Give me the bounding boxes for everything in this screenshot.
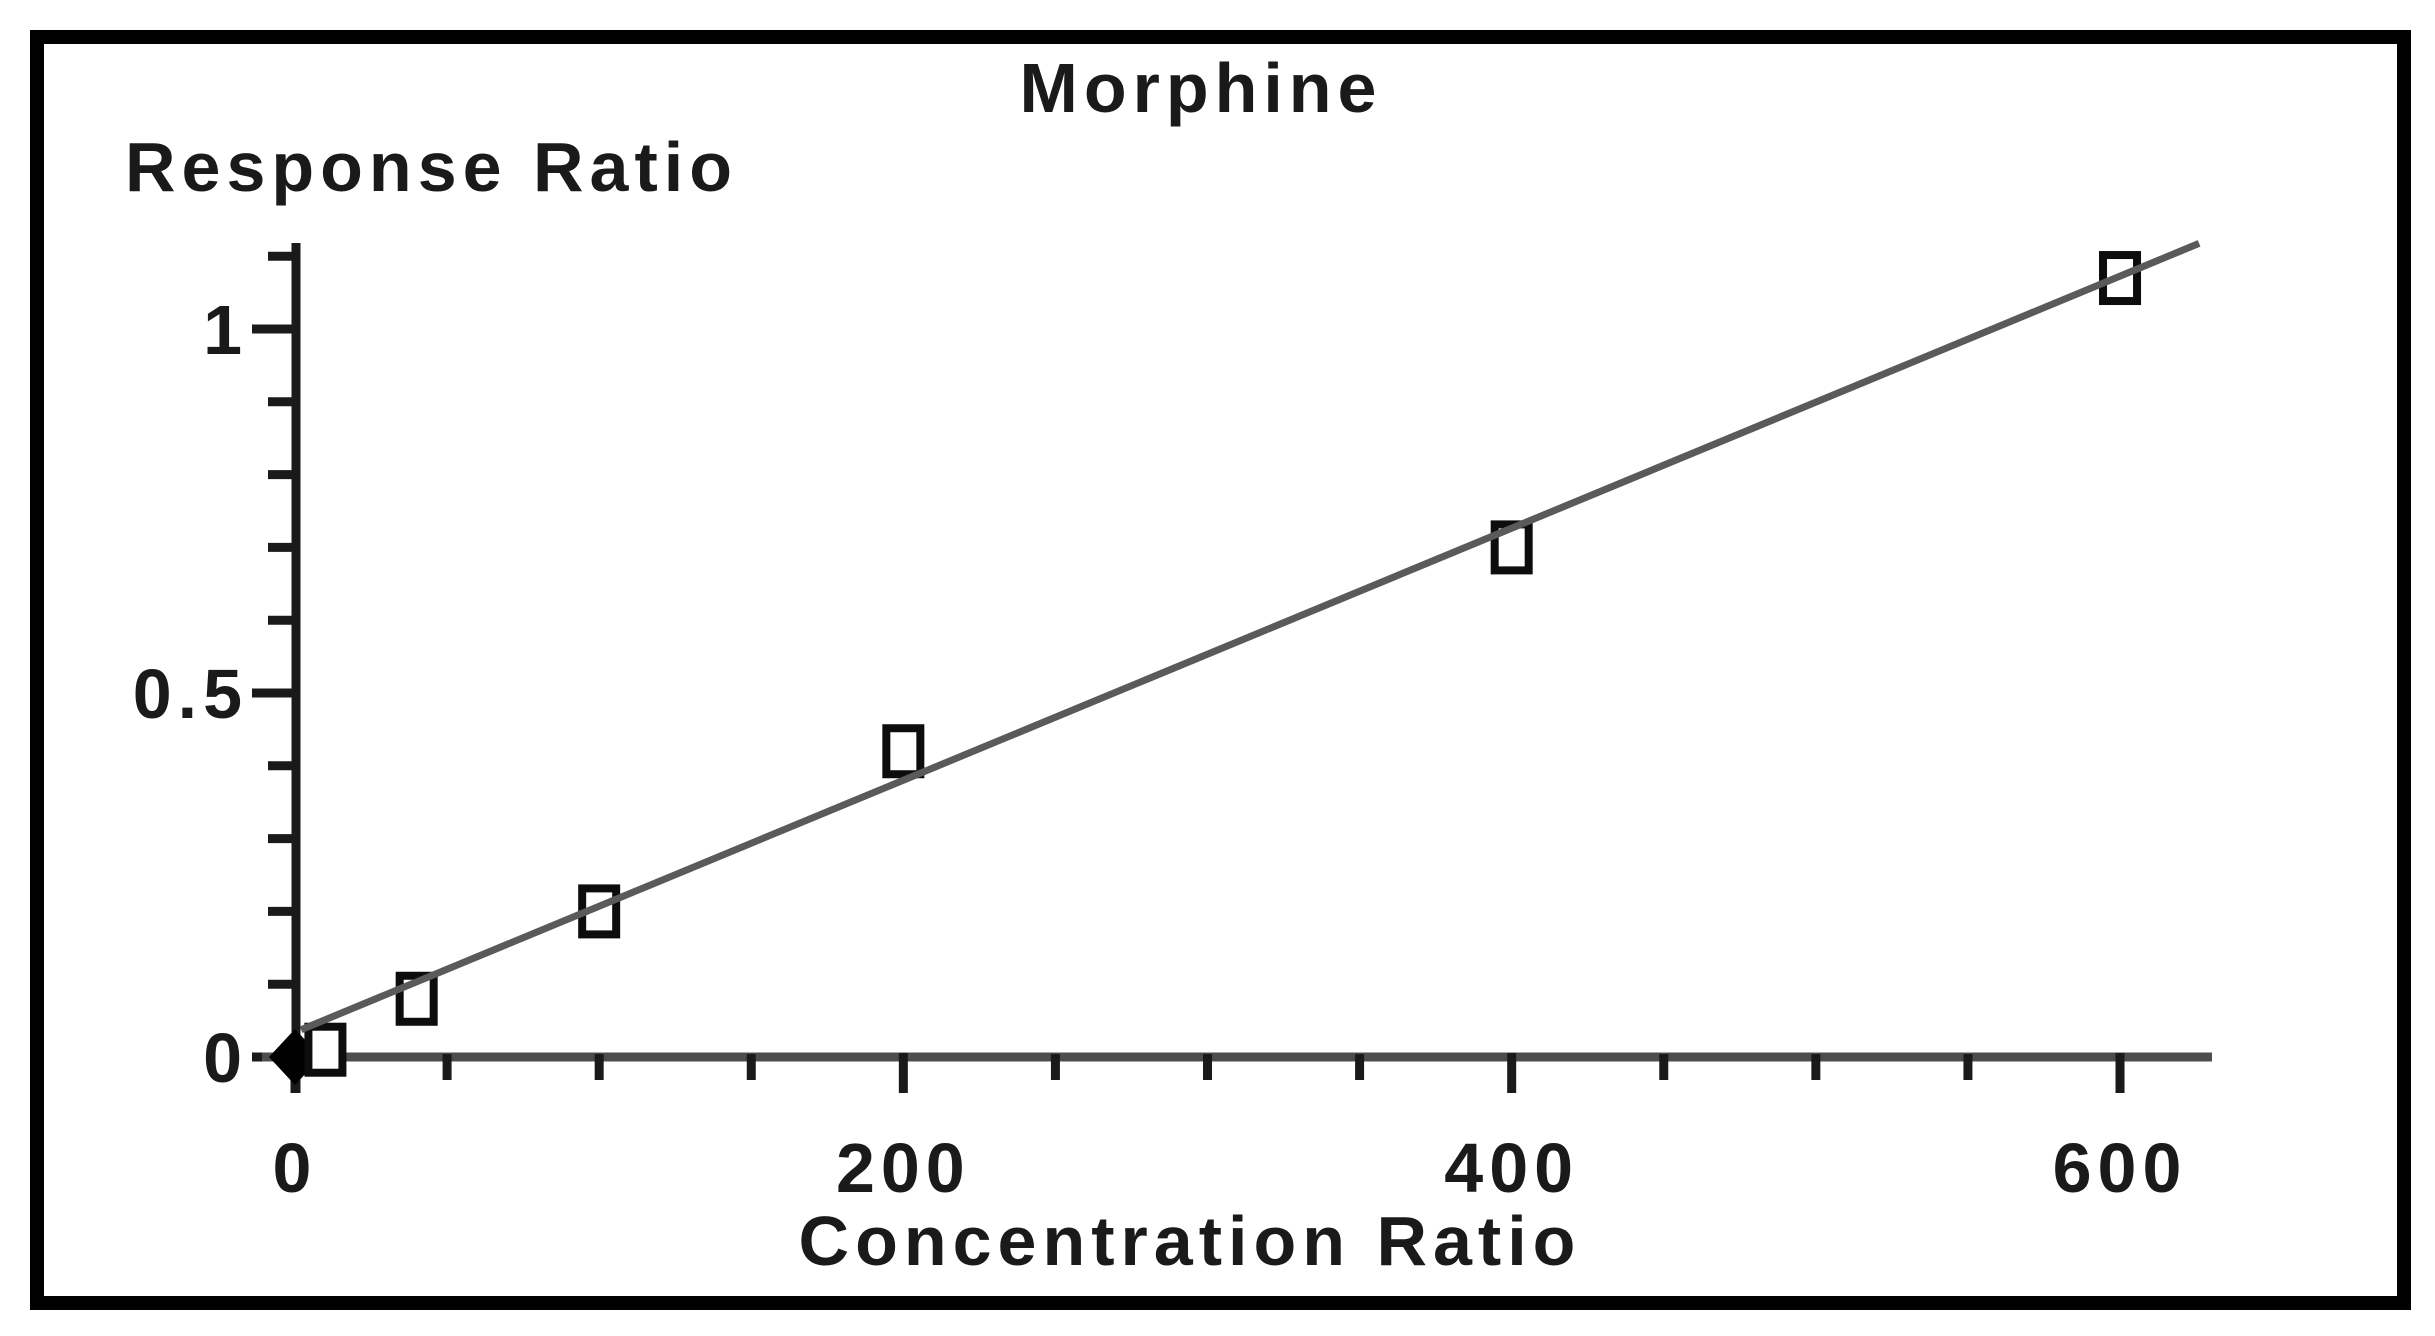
data-point-square bbox=[882, 724, 925, 779]
x-tick-label: 600 bbox=[2053, 1129, 2188, 1207]
y-axis-title: Response Ratio bbox=[125, 128, 738, 206]
x-axis-title: Concentration Ratio bbox=[799, 1202, 1582, 1280]
y-tick-label: 1 bbox=[203, 291, 248, 369]
fit-line-group bbox=[299, 240, 2201, 1033]
x-tick-label: 200 bbox=[836, 1129, 971, 1207]
y-axis: 00.51 bbox=[133, 243, 301, 1097]
x-tick-label: 0 bbox=[273, 1129, 318, 1207]
x-tick-label: 400 bbox=[1444, 1129, 1579, 1207]
outer-border bbox=[30, 30, 2411, 1310]
y-tick-label: 0 bbox=[203, 1019, 248, 1097]
y-tick-label: 0.5 bbox=[133, 655, 248, 733]
x-axis: 0 200 400 600 bbox=[262, 1052, 2212, 1207]
fit-line bbox=[299, 240, 2201, 1033]
data-points bbox=[304, 251, 2142, 1077]
chart-title: Morphine bbox=[1020, 49, 1383, 127]
data-point-square bbox=[304, 1022, 347, 1077]
